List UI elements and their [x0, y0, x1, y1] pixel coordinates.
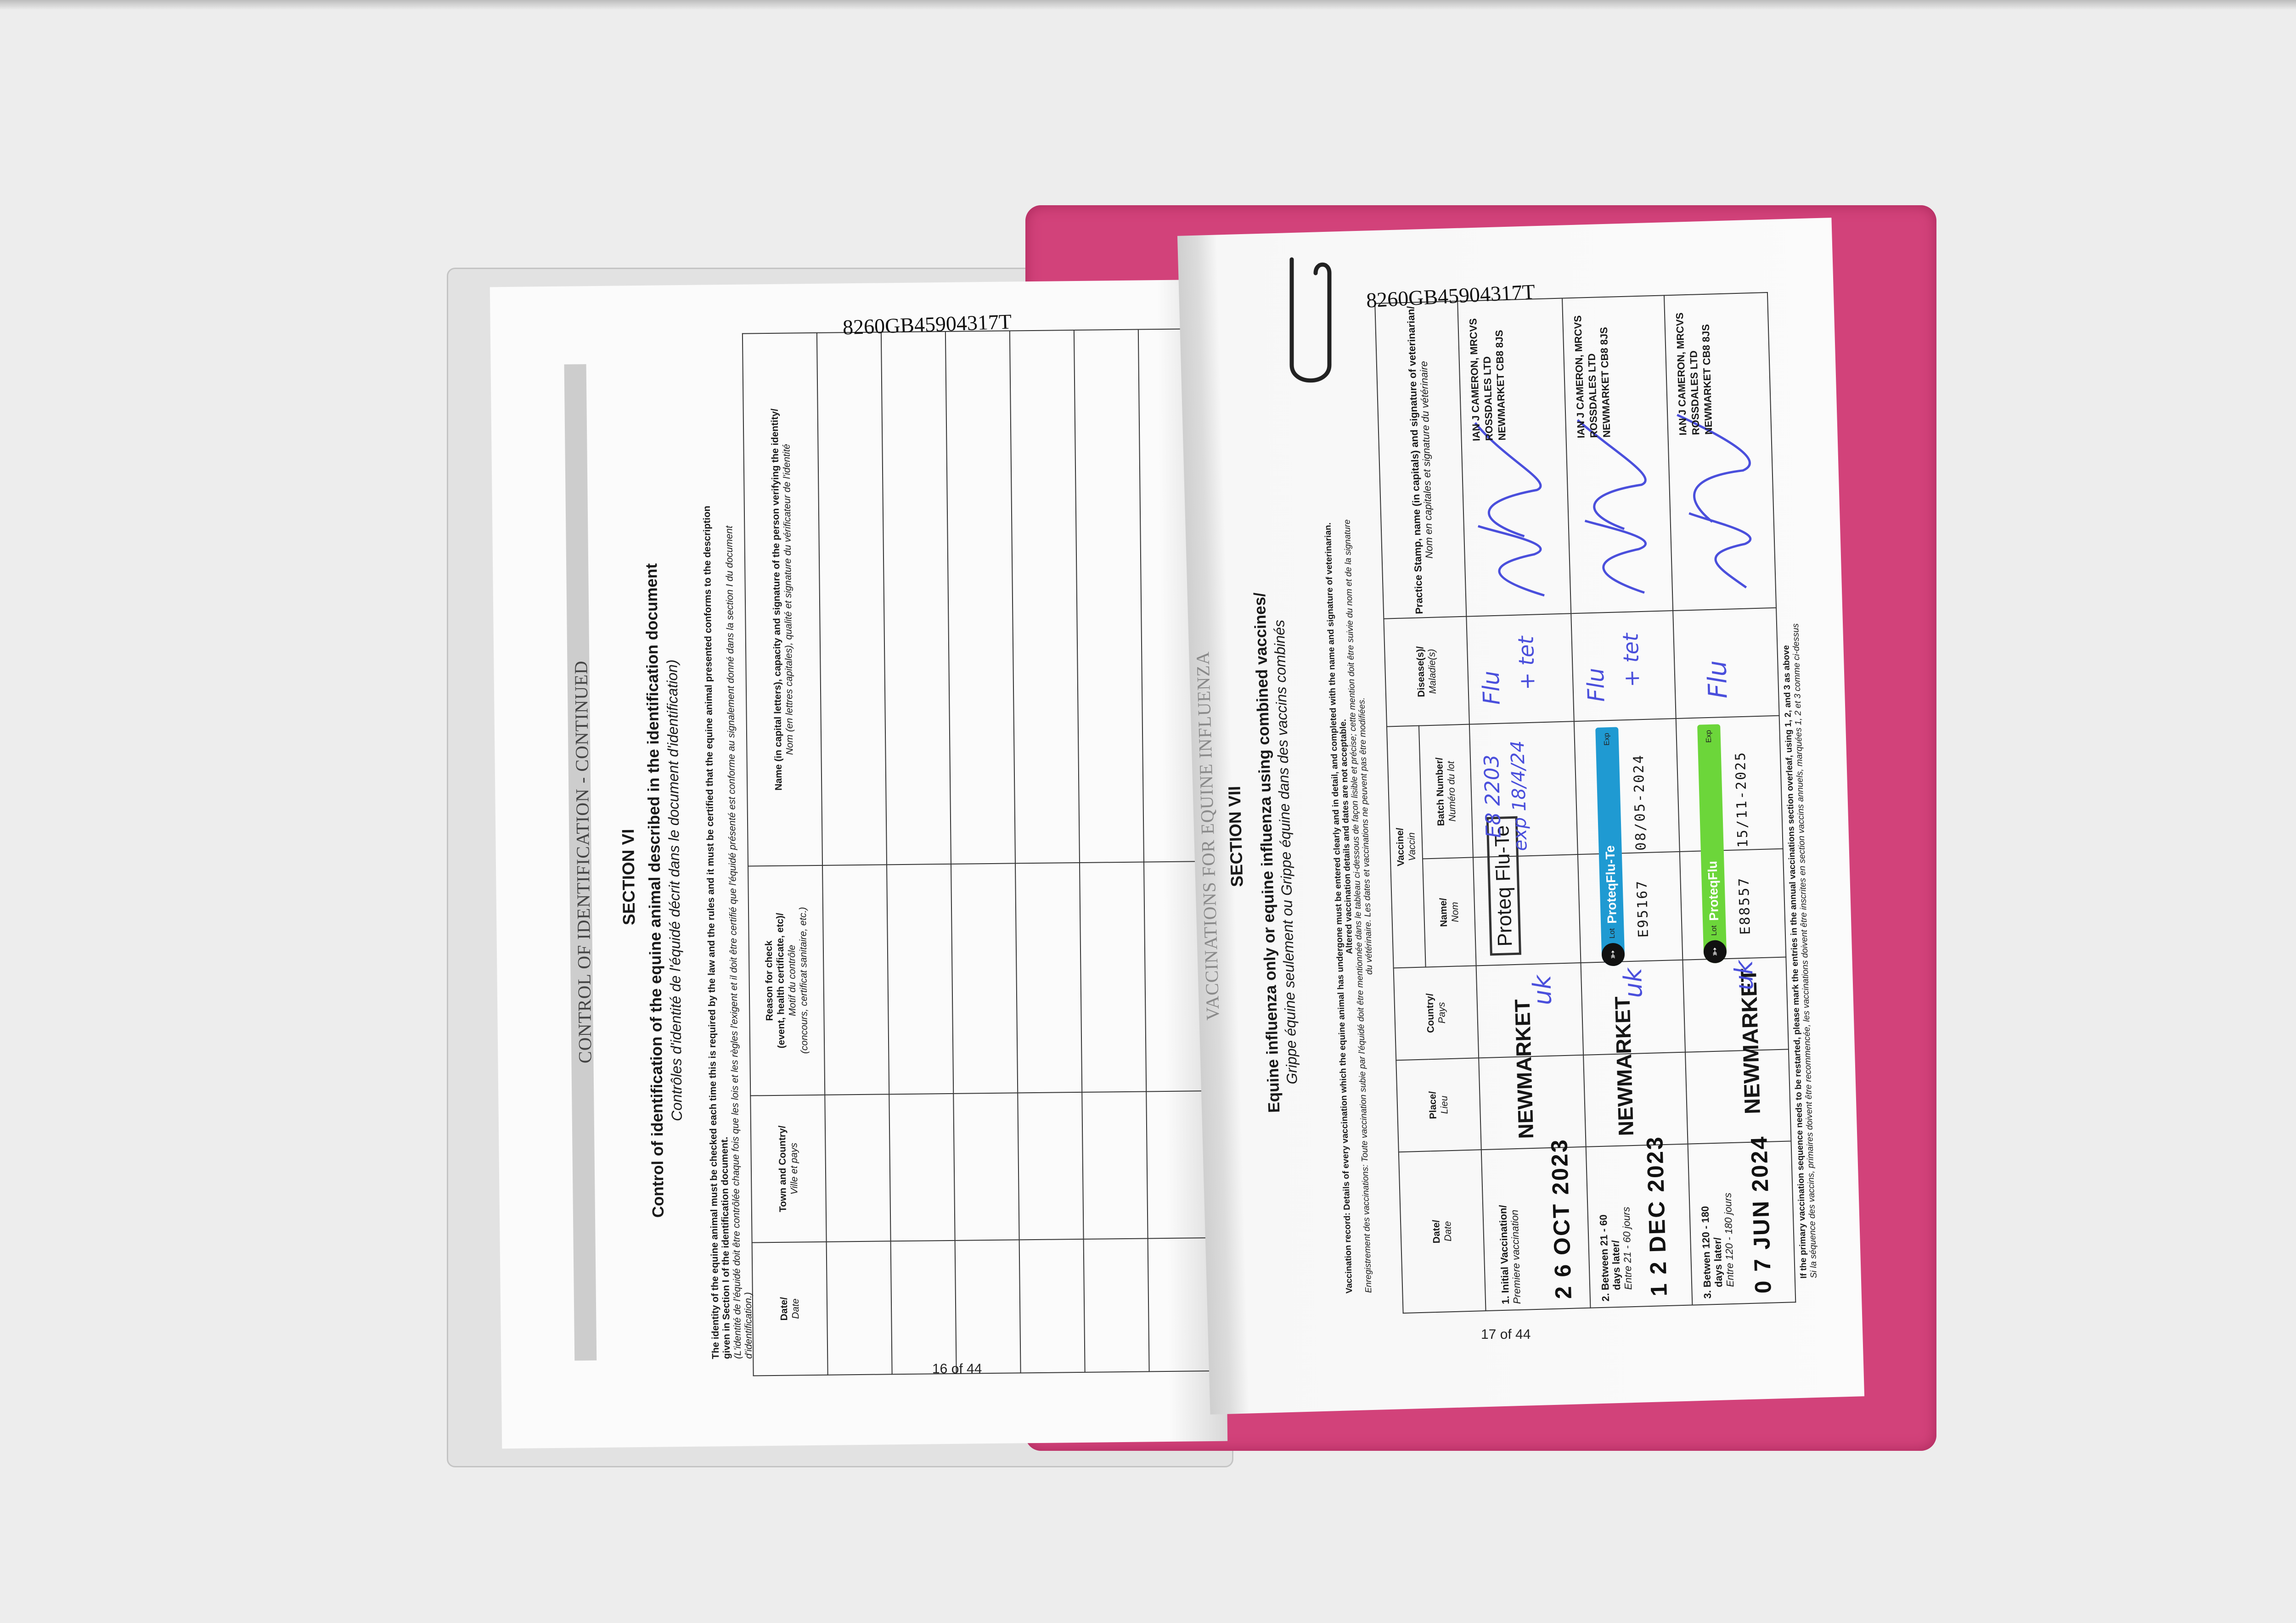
town-cell — [1082, 1091, 1148, 1239]
reason-cell — [887, 864, 954, 1095]
date-stamp: 1 2 DEC 2023 — [1642, 1135, 1672, 1297]
header-date: Date/Date — [752, 1241, 828, 1376]
date-cell — [826, 1241, 892, 1375]
header-town: Town and Country/Ville et pays — [750, 1095, 827, 1243]
row-label-fr: Entre 120 - 180 jours — [1722, 1192, 1736, 1287]
date-cell — [955, 1240, 1021, 1374]
vet-signature — [1677, 414, 1752, 589]
country-handwritten: uk — [1527, 974, 1558, 1006]
town-cell — [953, 1093, 1019, 1241]
expiry-handwritten: exp 18/4/24 — [1507, 740, 1531, 852]
date-cell — [1019, 1239, 1085, 1373]
table-row — [816, 332, 892, 1375]
page-16: CONTROL OF IDENTIFICATION - CONTINUED SE… — [490, 279, 1228, 1449]
reason-cell — [822, 865, 889, 1095]
disease-cell: Flu + tet — [1571, 611, 1676, 722]
vet-signature — [1576, 419, 1647, 594]
vaccination-table: Date/Date Place/Lieu Country/Pays Vaccin… — [1374, 292, 1796, 1314]
page-17: VACCINATIONS FOR EQUINE INFLUENZA SECTIO… — [1177, 218, 1865, 1415]
table-row — [881, 331, 957, 1375]
disease-handwritten: + tet — [1513, 635, 1540, 691]
country-handwritten: uk — [1729, 960, 1759, 991]
place-cell: NEWMARKET — [1583, 996, 1688, 1147]
disease-cell: Flu + tet — [1466, 613, 1574, 724]
disease-handwritten: Flu — [1702, 660, 1733, 699]
reason-cell — [1015, 862, 1082, 1093]
date-cell — [1083, 1238, 1149, 1372]
header-vaccine-name: Name/Nom — [1423, 857, 1476, 967]
header-reason: Reason for check (event, health certifica… — [748, 865, 825, 1096]
practice-cell: IAN J CAMERON, MRCVS ROSSDALES LTD NEWMARK… — [1562, 295, 1673, 614]
country-handwritten: uk — [1618, 967, 1648, 999]
disease-handwritten: Flu — [1582, 667, 1610, 702]
batch-cell: E8 2203 exp 18/4/24 — [1469, 721, 1578, 858]
header-date: Date/Date — [1398, 1150, 1486, 1314]
name-cell — [816, 332, 887, 865]
disease-handwritten: Flu — [1477, 670, 1505, 705]
date-stamp: 0 7 JUN 2024 — [1746, 1134, 1776, 1294]
town-cell — [889, 1093, 955, 1241]
vaccination-row: 1. Initial Vaccination/Premiere vaccinat… — [1458, 298, 1591, 1311]
table-row — [945, 331, 1021, 1374]
date-stamp: 2 6 OCT 2023 — [1546, 1138, 1576, 1300]
section-title: SECTION VII — [1225, 786, 1247, 887]
header-place: Place/Lieu — [1396, 1058, 1481, 1152]
date-cell — [890, 1240, 957, 1375]
practice-cell: IAN J CAMERON, MRCVS ROSSDALES LTD NEWMARK… — [1664, 292, 1777, 611]
row-label-fr: Entre 21 - 60 jours — [1620, 1207, 1634, 1290]
place-stamp: NEWMARKET — [1610, 996, 1638, 1137]
date-cell: 1. Initial Vaccination/Premiere vaccinat… — [1481, 1138, 1591, 1311]
header-disease: Disease(s)/Maladie(s) — [1384, 616, 1469, 727]
name-cell — [881, 331, 951, 865]
vet-signature — [1474, 422, 1545, 597]
paperclip-icon — [1289, 257, 1332, 383]
page-number: 16 of 44 — [932, 1361, 982, 1376]
table-row — [1074, 329, 1149, 1372]
name-cell — [1074, 329, 1144, 863]
reason-cell — [1079, 862, 1147, 1092]
vaccine-name-cell: ➳ Lot ProteqFlu Exp E88557 15/11-2025 — [1679, 724, 1786, 964]
place-stamp: NEWMARKET — [1510, 999, 1538, 1140]
batch-cell — [1676, 715, 1783, 852]
table-row — [1009, 330, 1085, 1373]
country-cell: uk — [1683, 957, 1789, 1052]
section-title: SECTION VI — [619, 829, 639, 926]
header-practice-stamp: Practice Stamp, name (in capitals) and s… — [1375, 301, 1467, 619]
page-title-fr: Contrôles d'identité de l'équidé décrit … — [664, 659, 685, 1122]
reason-cell — [951, 863, 1018, 1094]
batch-handwritten: E8 2203 — [1480, 754, 1506, 838]
town-cell — [825, 1094, 891, 1242]
practice-stamp: IAN J CAMERON, MRCVS ROSSDALES LTD NEWMARK… — [1674, 312, 1715, 436]
date-cell: 2. Between 21 - 60 days later/Entre 21 - … — [1586, 1135, 1693, 1308]
header-batch-number: Batch Number/Numéro du lot — [1418, 724, 1473, 859]
date-cell — [1148, 1237, 1214, 1372]
row-label-fr: Premiere vaccination — [1508, 1209, 1523, 1304]
disease-cell: Flu — [1673, 607, 1779, 719]
vaccine-name-cell: ➳ Lot ProteqFlu-Te Exp E95167 08/05-2024 — [1577, 727, 1683, 966]
name-cell — [1009, 330, 1080, 864]
date-cell: 3. Betwen 120 - 180 days later/Entre 120 … — [1688, 1135, 1796, 1305]
disease-handwritten: + tet — [1618, 633, 1644, 688]
vaccination-row: 3. Betwen 120 - 180 days later/Entre 120 … — [1664, 292, 1796, 1305]
practice-stamp: IAN J CAMERON, MRCVS ROSSDALES LTD NEWMARK… — [1572, 315, 1613, 438]
batch-cell — [1574, 718, 1680, 855]
vaccine-name-cell: Proteq Flu-Te — [1473, 816, 1581, 966]
identity-check-table: Date/Date Town and Country/Ville et pays… — [742, 328, 1214, 1376]
town-cell — [1018, 1092, 1084, 1240]
place-cell: NEWMARKET — [1479, 999, 1586, 1150]
practice-stamp: IAN J CAMERON, MRCVS ROSSDALES LTD NEWMARK… — [1467, 318, 1508, 442]
table-header-row: Date/Date Town and Country/Ville et pays… — [742, 332, 828, 1376]
scanner-edge — [0, 0, 2296, 10]
header-country: Country/Pays — [1393, 966, 1479, 1061]
practice-cell: IAN J CAMERON, MRCVS ROSSDALES LTD NEWMARK… — [1458, 298, 1571, 617]
running-header: CONTROL OF IDENTIFICATION - CONTINUED — [570, 660, 596, 1064]
page-number: 17 of 44 — [1481, 1327, 1531, 1342]
vaccination-row: 2. Between 21 - 60 days later/Entre 21 - … — [1562, 295, 1693, 1308]
name-cell — [945, 331, 1016, 864]
place-cell: NEWMARKET — [1685, 968, 1791, 1144]
header-name: Name (in capital letters), capacity and … — [742, 332, 823, 866]
